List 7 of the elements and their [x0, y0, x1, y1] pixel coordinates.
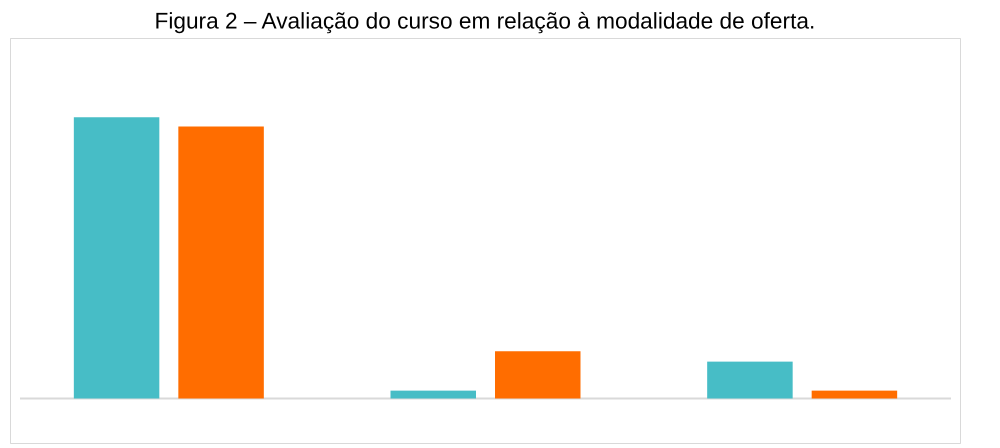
bar	[74, 117, 160, 398]
bar	[812, 390, 898, 398]
bar	[390, 390, 476, 398]
bar	[707, 362, 793, 398]
bar	[495, 351, 580, 398]
bar	[178, 126, 264, 398]
chart-title: Figura 2 – Avaliação do curso em relação à modalidade de oferta.	[154, 8, 816, 34]
